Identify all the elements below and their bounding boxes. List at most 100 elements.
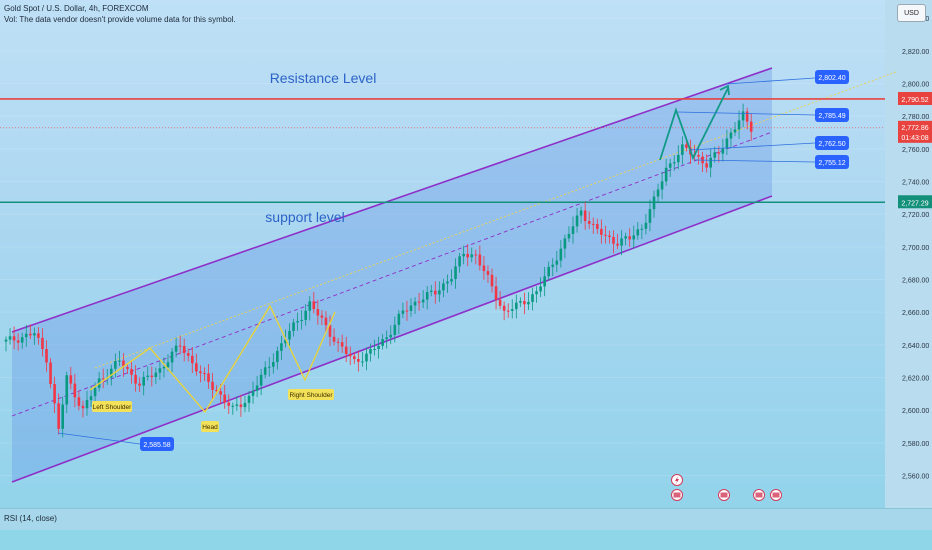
symbol-title[interactable]: Gold Spot / U.S. Dollar, 4h, FOREXCOM <box>4 4 149 13</box>
candle-body <box>328 325 332 337</box>
y-tick-label: 2,620.00 <box>902 376 929 383</box>
candle-body <box>8 336 12 340</box>
candle-body <box>717 152 721 154</box>
candle-body <box>385 337 388 340</box>
candle-body <box>729 132 733 139</box>
candle-body <box>24 333 28 338</box>
candle-body <box>300 319 303 322</box>
candle-body <box>721 148 725 154</box>
candle-body <box>381 339 384 346</box>
flag-glyph <box>673 492 681 498</box>
candle-body <box>656 189 660 197</box>
candle-body <box>239 404 243 408</box>
y-tick-label: 2,720.00 <box>902 212 929 219</box>
candle-body <box>57 403 60 429</box>
candle-body <box>458 256 461 267</box>
projection-arrowhead <box>719 84 730 96</box>
price-axis-panel <box>885 0 932 550</box>
candle-body <box>227 402 231 406</box>
callout-label: 2,755.12 <box>818 160 845 167</box>
candle-body <box>20 337 24 343</box>
candle-body <box>523 301 526 305</box>
y-tick-label: 2,740.00 <box>902 180 929 187</box>
candle-body <box>462 253 465 257</box>
candle-body <box>37 333 40 338</box>
candle-body <box>575 215 579 227</box>
flag-glyph <box>720 492 728 498</box>
candle-body <box>284 339 287 344</box>
candle-body <box>555 260 559 265</box>
candle-body <box>231 405 235 407</box>
candle-body <box>636 229 640 236</box>
candle-body <box>470 254 474 258</box>
candle-body <box>393 324 397 335</box>
candle-body <box>466 253 469 258</box>
price-channel <box>12 68 772 482</box>
candle-body <box>77 397 81 406</box>
candle-body <box>215 389 218 392</box>
candle-body <box>292 322 295 331</box>
candle-body <box>110 368 113 378</box>
rsi-label[interactable]: RSI (14, close) <box>4 514 57 523</box>
candle-body <box>255 385 259 391</box>
candle-body <box>628 236 631 240</box>
y-tick-label: 2,800.00 <box>902 82 929 89</box>
candle-body <box>45 349 48 363</box>
candle-body <box>624 236 627 239</box>
candle-body <box>16 340 20 343</box>
candle-body <box>288 330 291 340</box>
candle-body <box>259 374 263 386</box>
candle-body <box>357 359 360 362</box>
candle-body <box>154 372 158 378</box>
candle-body <box>235 404 239 406</box>
callout-leader-1 <box>677 111 816 116</box>
candle-body <box>438 290 441 295</box>
y-tick-label: 2,580.00 <box>902 441 929 448</box>
head-label: Head <box>202 424 218 431</box>
candle-body <box>146 375 150 377</box>
candle-body <box>280 343 283 351</box>
candle-body <box>608 235 611 238</box>
candle-body <box>421 299 425 303</box>
candle-body <box>616 243 619 246</box>
candle-body <box>510 309 514 311</box>
candle-body <box>604 234 607 236</box>
callout-leader-0 <box>725 77 816 85</box>
candle-body <box>413 301 417 306</box>
candle-body <box>429 290 433 293</box>
candle-body <box>138 383 141 386</box>
candle-body <box>705 163 708 168</box>
candle-body <box>660 181 664 190</box>
y-tick-label: 2,700.00 <box>902 245 929 252</box>
flag-glyph <box>755 492 763 498</box>
candle-body <box>425 292 429 300</box>
callout-leader-2 <box>689 142 816 151</box>
candle-body <box>405 310 409 312</box>
candle-body <box>276 350 279 363</box>
currency-button[interactable]: USD <box>897 4 926 22</box>
candle-body <box>369 349 372 354</box>
callout-label: 2,802.40 <box>818 75 845 82</box>
candle-body <box>539 286 542 292</box>
candle-body <box>535 291 538 295</box>
candle-body <box>81 405 85 409</box>
candle-body <box>434 290 437 295</box>
support-price-label: 2,727.29 <box>901 200 928 207</box>
candle-body <box>122 360 125 368</box>
candle-body <box>551 264 555 267</box>
pattern-tag-box <box>288 389 334 400</box>
candle-body <box>377 345 380 350</box>
candle-body <box>162 367 166 369</box>
candle-body <box>559 248 563 261</box>
rsi-pane[interactable] <box>0 508 932 531</box>
time-axis[interactable] <box>0 530 932 550</box>
candle-body <box>316 309 320 316</box>
candle-body <box>596 224 599 229</box>
candle-body <box>85 399 89 409</box>
candle-body <box>741 111 745 121</box>
candle-body <box>142 376 145 386</box>
candle-body <box>401 310 405 314</box>
right-shoulder-label: Right Shoulder <box>290 392 334 399</box>
